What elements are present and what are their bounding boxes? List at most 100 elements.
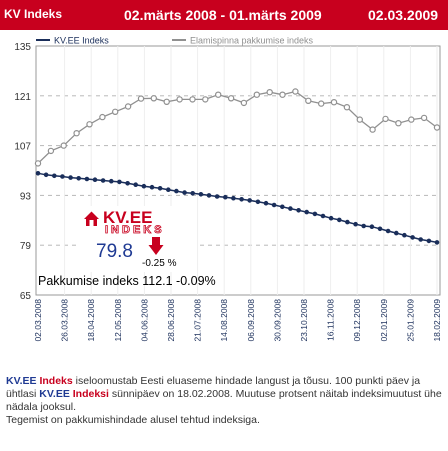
data-point — [353, 221, 358, 227]
data-point — [279, 204, 285, 210]
data-point — [125, 181, 130, 186]
header-title: KV Indeks — [4, 7, 63, 21]
data-point — [149, 184, 155, 190]
data-point — [100, 178, 106, 183]
h-gridline — [36, 145, 440, 147]
index-chart: KV.EE Indeks Elamispinna pakkumise indek… — [14, 36, 442, 342]
x-tick-label: 16.11.2008 — [326, 299, 336, 341]
data-point — [426, 238, 432, 244]
data-point — [271, 202, 277, 208]
logo-main-text: KV.EE — [103, 208, 153, 227]
data-point — [206, 193, 212, 198]
kv-indeks-value: 79.8 — [96, 241, 133, 262]
x-tick-label: 26.03.2008 — [60, 299, 70, 342]
kv-indeks-change: -0.25 % — [142, 258, 177, 269]
data-point — [73, 129, 80, 137]
data-point — [198, 192, 204, 197]
data-point — [51, 173, 57, 179]
x-tick-label: 02.03.2008 — [33, 299, 43, 342]
data-point — [202, 96, 209, 103]
data-point — [361, 223, 367, 229]
data-point — [240, 99, 248, 107]
desc-indeks-word: Indeks — [39, 375, 73, 387]
pakkumise-indeks-label: Pakkumise indeks 112.1 -0.09% — [38, 274, 216, 288]
data-point — [402, 232, 407, 238]
data-point — [117, 179, 122, 185]
data-point — [137, 95, 145, 102]
data-point — [109, 178, 114, 184]
y-tick-label: 135 — [14, 42, 31, 53]
kv-ee-logo: KV.EE INDEKS — [83, 208, 195, 238]
data-point — [60, 174, 65, 179]
data-point — [292, 88, 299, 95]
data-point — [111, 108, 119, 116]
data-point — [279, 91, 286, 98]
data-point — [247, 198, 253, 203]
data-point — [395, 119, 402, 127]
series-kv-indeks — [35, 171, 440, 245]
data-point — [434, 240, 440, 245]
data-point — [304, 209, 310, 215]
data-point — [157, 186, 163, 191]
data-point — [328, 215, 334, 221]
data-point — [433, 124, 441, 131]
data-point — [263, 200, 269, 206]
data-point — [124, 103, 132, 110]
h-gridline — [36, 244, 440, 246]
y-tick-label: 65 — [20, 291, 32, 302]
y-tick-label: 121 — [14, 92, 31, 103]
x-tick-label: 18.02.2009 — [432, 299, 442, 342]
data-point — [345, 219, 350, 225]
x-axis: 02.03.2008 26.03.2008 18.04.2008 12.05.2008… — [33, 299, 442, 342]
data-point — [356, 116, 363, 123]
data-point — [68, 175, 73, 180]
data-point — [305, 97, 312, 105]
data-point — [34, 160, 42, 167]
desc-brand-2: KV.EE — [39, 388, 70, 400]
data-point — [214, 91, 222, 98]
data-point — [189, 96, 196, 103]
x-tick-label: 25.01.2009 — [405, 299, 415, 342]
data-point — [253, 91, 260, 98]
data-point — [92, 177, 98, 183]
header-bar: KV Indeks 02.märts 2008 - 01.märts 2009 … — [0, 0, 448, 30]
desc-text-1: iseloomustab Eesti eluaseme hindade lang… — [6, 375, 421, 400]
data-point — [408, 116, 415, 123]
data-point — [336, 217, 342, 223]
data-point — [369, 126, 376, 133]
data-point — [255, 199, 261, 205]
y-tick-label: 93 — [20, 191, 32, 202]
chart-legend: KV.EE Indeks Elamispinna pakkumise indek… — [36, 36, 314, 46]
data-point — [190, 191, 196, 196]
data-point — [99, 113, 106, 121]
data-point — [369, 224, 375, 230]
data-point — [182, 190, 187, 195]
data-point — [385, 228, 391, 234]
data-point — [150, 95, 157, 102]
data-point — [343, 103, 351, 111]
data-point — [330, 98, 338, 106]
data-point — [288, 206, 293, 211]
x-tick-label: 18.04.2008 — [86, 299, 96, 342]
x-tick-label: 23.10.2008 — [299, 299, 309, 342]
header-period: 02.märts 2008 - 01.märts 2009 — [124, 7, 322, 23]
x-tick-label: 12.05.2008 — [113, 299, 123, 342]
data-point — [214, 194, 220, 199]
header-date: 02.03.2009 — [368, 7, 439, 23]
x-tick-label: 30.09.2008 — [272, 299, 282, 342]
data-point — [393, 230, 399, 236]
y-tick-label: 107 — [14, 142, 31, 153]
data-point — [84, 176, 90, 182]
data-point — [296, 208, 301, 213]
data-point — [312, 211, 318, 217]
data-point — [176, 96, 183, 103]
x-tick-label: 06.09.2008 — [246, 299, 256, 342]
x-tick-label: 21.07.2008 — [193, 299, 203, 342]
h-gridline — [36, 95, 440, 97]
data-point — [166, 187, 171, 193]
data-point — [141, 183, 147, 189]
arrow-down-icon — [148, 237, 164, 255]
desc-brand-1: KV.EE — [6, 375, 37, 387]
x-tick-label: 09.12.2008 — [352, 299, 362, 342]
data-point — [320, 213, 326, 219]
